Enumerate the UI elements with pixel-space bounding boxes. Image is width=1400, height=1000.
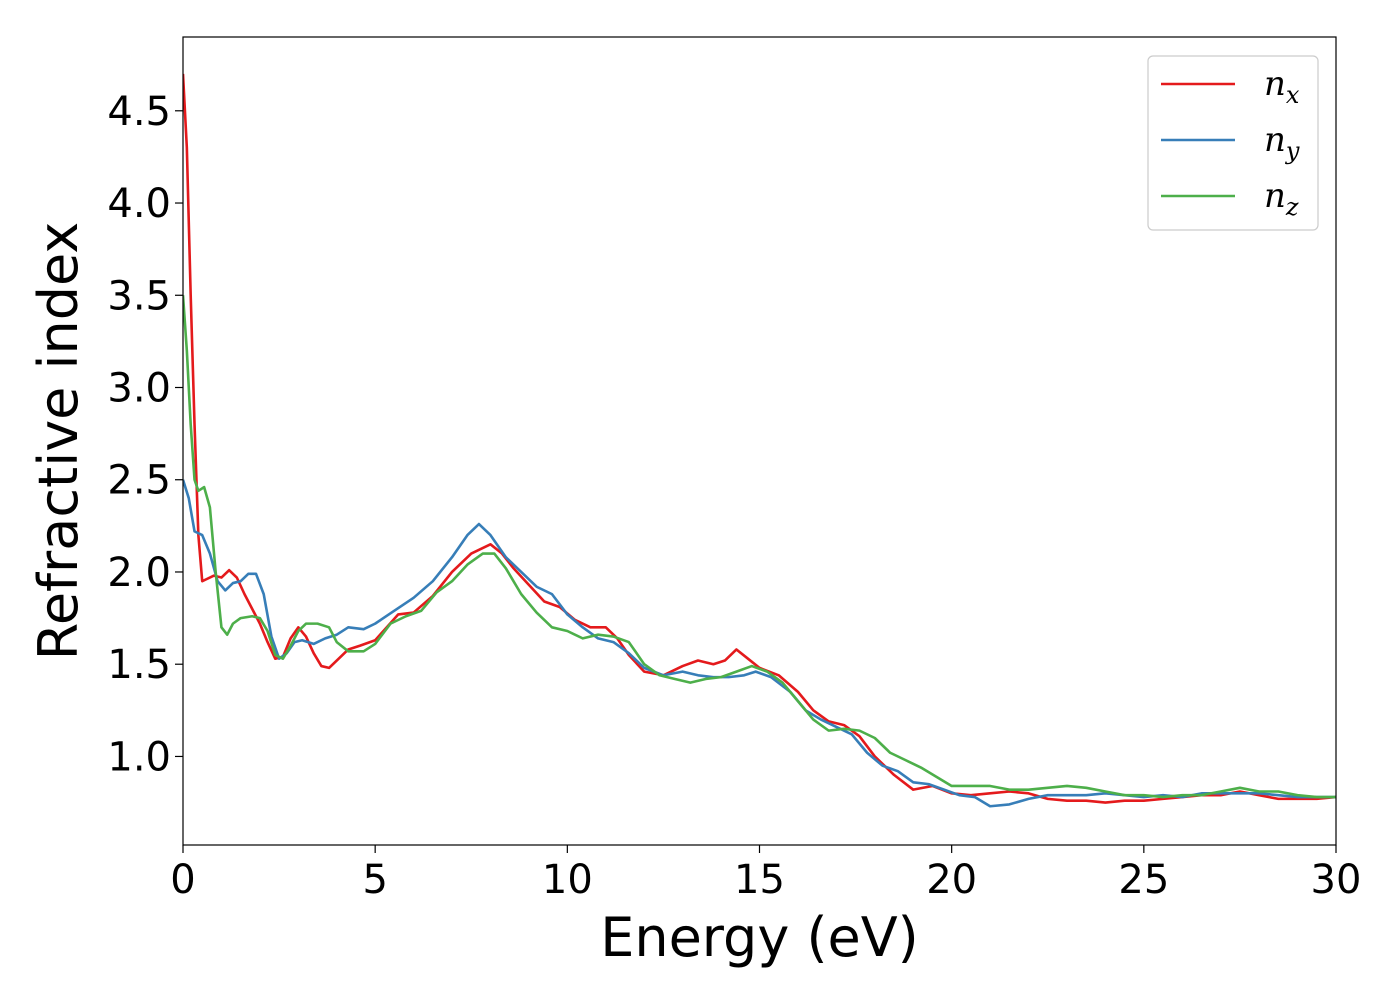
- legend-label-x: nx: [1264, 64, 1300, 109]
- plot-lines: [183, 73, 1336, 808]
- y-tick-label: 2.0: [107, 550, 171, 596]
- x-axis-label: Energy (eV): [600, 906, 919, 969]
- x-axis-ticks: 0 5 10 15 20 25 30: [170, 845, 1361, 903]
- legend-label-base: n: [1264, 64, 1286, 104]
- legend-label-z: nz: [1264, 176, 1299, 221]
- y-tick-label: 4.5: [107, 89, 171, 135]
- y-tick-label: 3.5: [107, 273, 171, 319]
- series-line-y: [183, 479, 1336, 808]
- series-line-z: [183, 295, 1336, 799]
- x-tick-label: 30: [1311, 857, 1362, 903]
- x-tick-label: 10: [542, 857, 593, 903]
- y-tick-label: 4.0: [107, 181, 171, 227]
- x-tick-label: 20: [926, 857, 977, 903]
- legend-label-subscript: y: [1285, 137, 1300, 165]
- y-tick-label: 3.0: [107, 366, 171, 412]
- y-tick-label: 2.5: [107, 458, 171, 504]
- x-tick-label: 5: [362, 857, 387, 903]
- legend-label-y: ny: [1264, 120, 1300, 165]
- legend-label-base: n: [1264, 176, 1286, 216]
- legend-label-base: n: [1264, 120, 1286, 160]
- legend-box: [1147, 55, 1319, 231]
- y-axis-label: Refractive index: [27, 222, 90, 661]
- x-tick-label: 0: [170, 857, 195, 903]
- series-line-x: [183, 73, 1336, 804]
- legend-label-subscript: z: [1285, 193, 1299, 221]
- x-tick-label: 15: [734, 857, 785, 903]
- y-axis-ticks: 1.0 1.5 2.0 2.5 3.0 3.5 4.0 4.5: [107, 89, 183, 780]
- y-tick-label: 1.5: [107, 642, 171, 688]
- x-tick-label: 25: [1118, 857, 1169, 903]
- legend-label-subscript: x: [1286, 81, 1300, 109]
- y-tick-label: 1.0: [107, 734, 171, 780]
